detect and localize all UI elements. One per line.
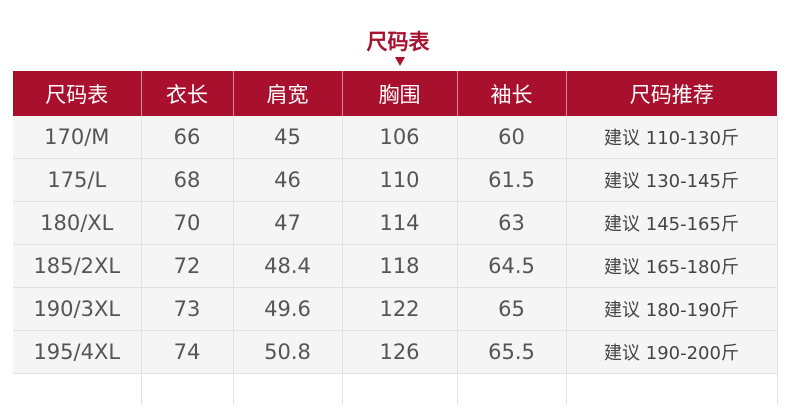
recommendation-cell: 建议 110-130斤 [566,116,778,159]
measurement-cell: 110 [342,158,458,202]
size-cell: 190/3XL [13,287,142,331]
header-row: 尺码表 衣长 肩宽 胸围 袖长 尺码推荐 [13,71,777,116]
measurement-cell: 66 [141,116,234,159]
recommendation-cell: 建议 180-190斤 [566,287,778,331]
down-triangle-icon [395,57,405,66]
recommendation-cell: 建议 145-165斤 [566,201,778,245]
measurement-cell: 68 [141,158,234,202]
measurement-cell: 65.5 [457,330,567,374]
size-cell: 185/2XL [13,244,142,288]
column-header: 袖长 [457,71,567,116]
table-row: 185/2XL 72 48.4 118 64.5 建议 165-180斤 [13,244,778,288]
table-row: 195/4XL 74 50.8 126 65.5 建议 190-200斤 [13,330,778,374]
measurement-cell: 106 [342,116,458,159]
column-header: 肩宽 [233,71,343,116]
chart-title: 尺码表 [366,30,430,54]
empty-cell [342,373,458,405]
empty-cell [13,373,142,405]
recommendation-cell: 建议 165-180斤 [566,244,778,288]
empty-cell [457,373,567,405]
recommendation-cell: 建议 130-145斤 [566,158,778,202]
size-cell: 180/XL [13,201,142,245]
measurement-cell: 70 [141,201,234,245]
empty-cell [566,373,778,405]
measurement-cell: 118 [342,244,458,288]
empty-row [13,373,778,405]
column-header: 尺码推荐 [566,71,777,116]
column-header: 衣长 [141,71,234,116]
column-header: 尺码表 [13,71,142,116]
measurement-cell: 49.6 [233,287,343,331]
measurement-cell: 50.8 [233,330,343,374]
column-header: 胸围 [342,71,458,116]
measurement-cell: 60 [457,116,567,159]
size-cell: 175/L [13,158,142,202]
size-cell: 170/M [13,116,142,159]
table-row: 180/XL 70 47 114 63 建议 145-165斤 [13,201,778,245]
size-cell: 195/4XL [13,330,142,374]
measurement-cell: 45 [233,116,343,159]
empty-cell [141,373,234,405]
table-row: 175/L 68 46 110 61.5 建议 130-145斤 [13,158,778,202]
measurement-cell: 72 [141,244,234,288]
table-row: 170/M 66 45 106 60 建议 110-130斤 [13,116,778,159]
measurement-cell: 63 [457,201,567,245]
measurement-cell: 74 [141,330,234,374]
measurement-cell: 48.4 [233,244,343,288]
measurement-cell: 64.5 [457,244,567,288]
measurement-cell: 65 [457,287,567,331]
empty-cell [233,373,343,405]
size-table: 尺码表 衣长 肩宽 胸围 袖长 尺码推荐 170/M 66 45 106 60 建议 110-130… [13,71,778,405]
measurement-cell: 46 [233,158,343,202]
measurement-cell: 126 [342,330,458,374]
measurement-cell: 122 [342,287,458,331]
measurement-cell: 61.5 [457,158,567,202]
measurement-cell: 114 [342,201,458,245]
recommendation-cell: 建议 190-200斤 [566,330,778,374]
measurement-cell: 73 [141,287,234,331]
table-row: 190/3XL 73 49.6 122 65 建议 180-190斤 [13,287,778,331]
measurement-cell: 47 [233,201,343,245]
